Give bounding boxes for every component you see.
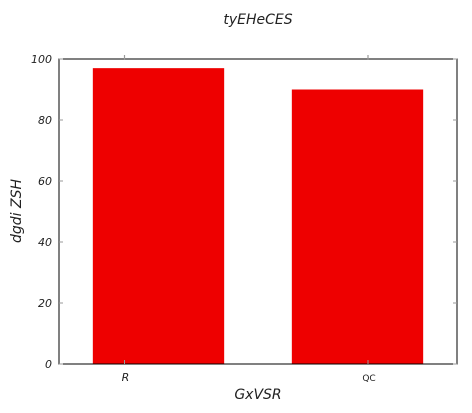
- chart-title: tyEHeCES: [223, 12, 292, 28]
- bar-r: [92, 68, 225, 365]
- y-axis-label: dgdi ZSH: [9, 179, 25, 243]
- y-tick-label: 40: [38, 236, 52, 249]
- y-tick-label: 60: [38, 175, 52, 188]
- y-tick-label: 0: [45, 358, 52, 371]
- y-tick-label: 100: [31, 53, 52, 66]
- x-tick-label-qc: QC: [362, 374, 375, 384]
- y-tick-label: 80: [38, 114, 52, 127]
- plot-frame: [58, 58, 458, 365]
- y-tick-label: 20: [38, 297, 52, 310]
- bar-qc: [291, 89, 424, 364]
- x-axis-label: GxVSR: [234, 387, 281, 403]
- plot-area: 0 20 40 60 80 100 R QC: [31, 53, 458, 384]
- x-tick-label-r: R: [122, 371, 130, 384]
